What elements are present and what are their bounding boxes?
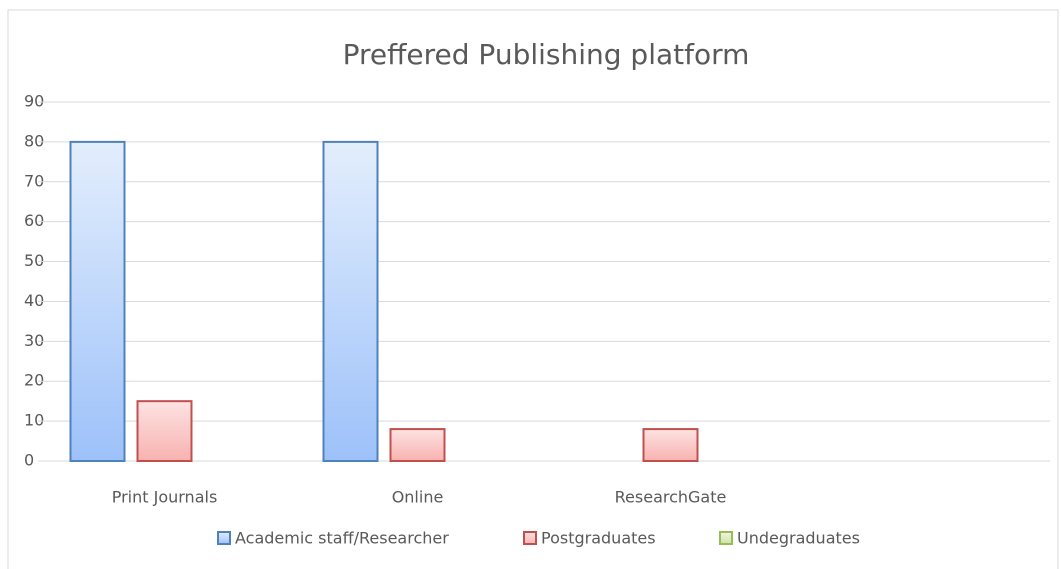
chart-border <box>7 9 1059 569</box>
legend-label: Postgraduates <box>541 529 656 548</box>
x-tick-label: Online <box>392 488 444 507</box>
y-tick-label: 60 <box>24 211 44 230</box>
y-tick-label: 10 <box>24 411 44 430</box>
y-tick-label: 40 <box>24 291 44 310</box>
legend-swatch <box>523 531 537 545</box>
bar <box>136 400 193 462</box>
legend-swatch <box>719 531 733 545</box>
y-tick-label: 30 <box>24 331 44 350</box>
y-tick-label: 20 <box>24 371 44 390</box>
chart-title: Preffered Publishing platform <box>343 38 750 71</box>
bar <box>389 428 446 463</box>
y-tick-label: 70 <box>24 171 44 190</box>
y-tick-label: 80 <box>24 131 44 150</box>
bar <box>69 140 126 462</box>
y-tick-label: 0 <box>24 451 34 470</box>
bar <box>322 140 379 462</box>
x-tick-label: Print Journals <box>112 488 218 507</box>
y-tick-label: 90 <box>24 92 44 111</box>
y-tick-label: 50 <box>24 251 44 270</box>
legend-label: Academic staff/Researcher <box>235 529 449 548</box>
x-tick-label: ResearchGate <box>615 488 727 507</box>
legend-swatch <box>217 531 231 545</box>
legend-label: Undegraduates <box>737 529 860 548</box>
bar <box>642 428 699 463</box>
